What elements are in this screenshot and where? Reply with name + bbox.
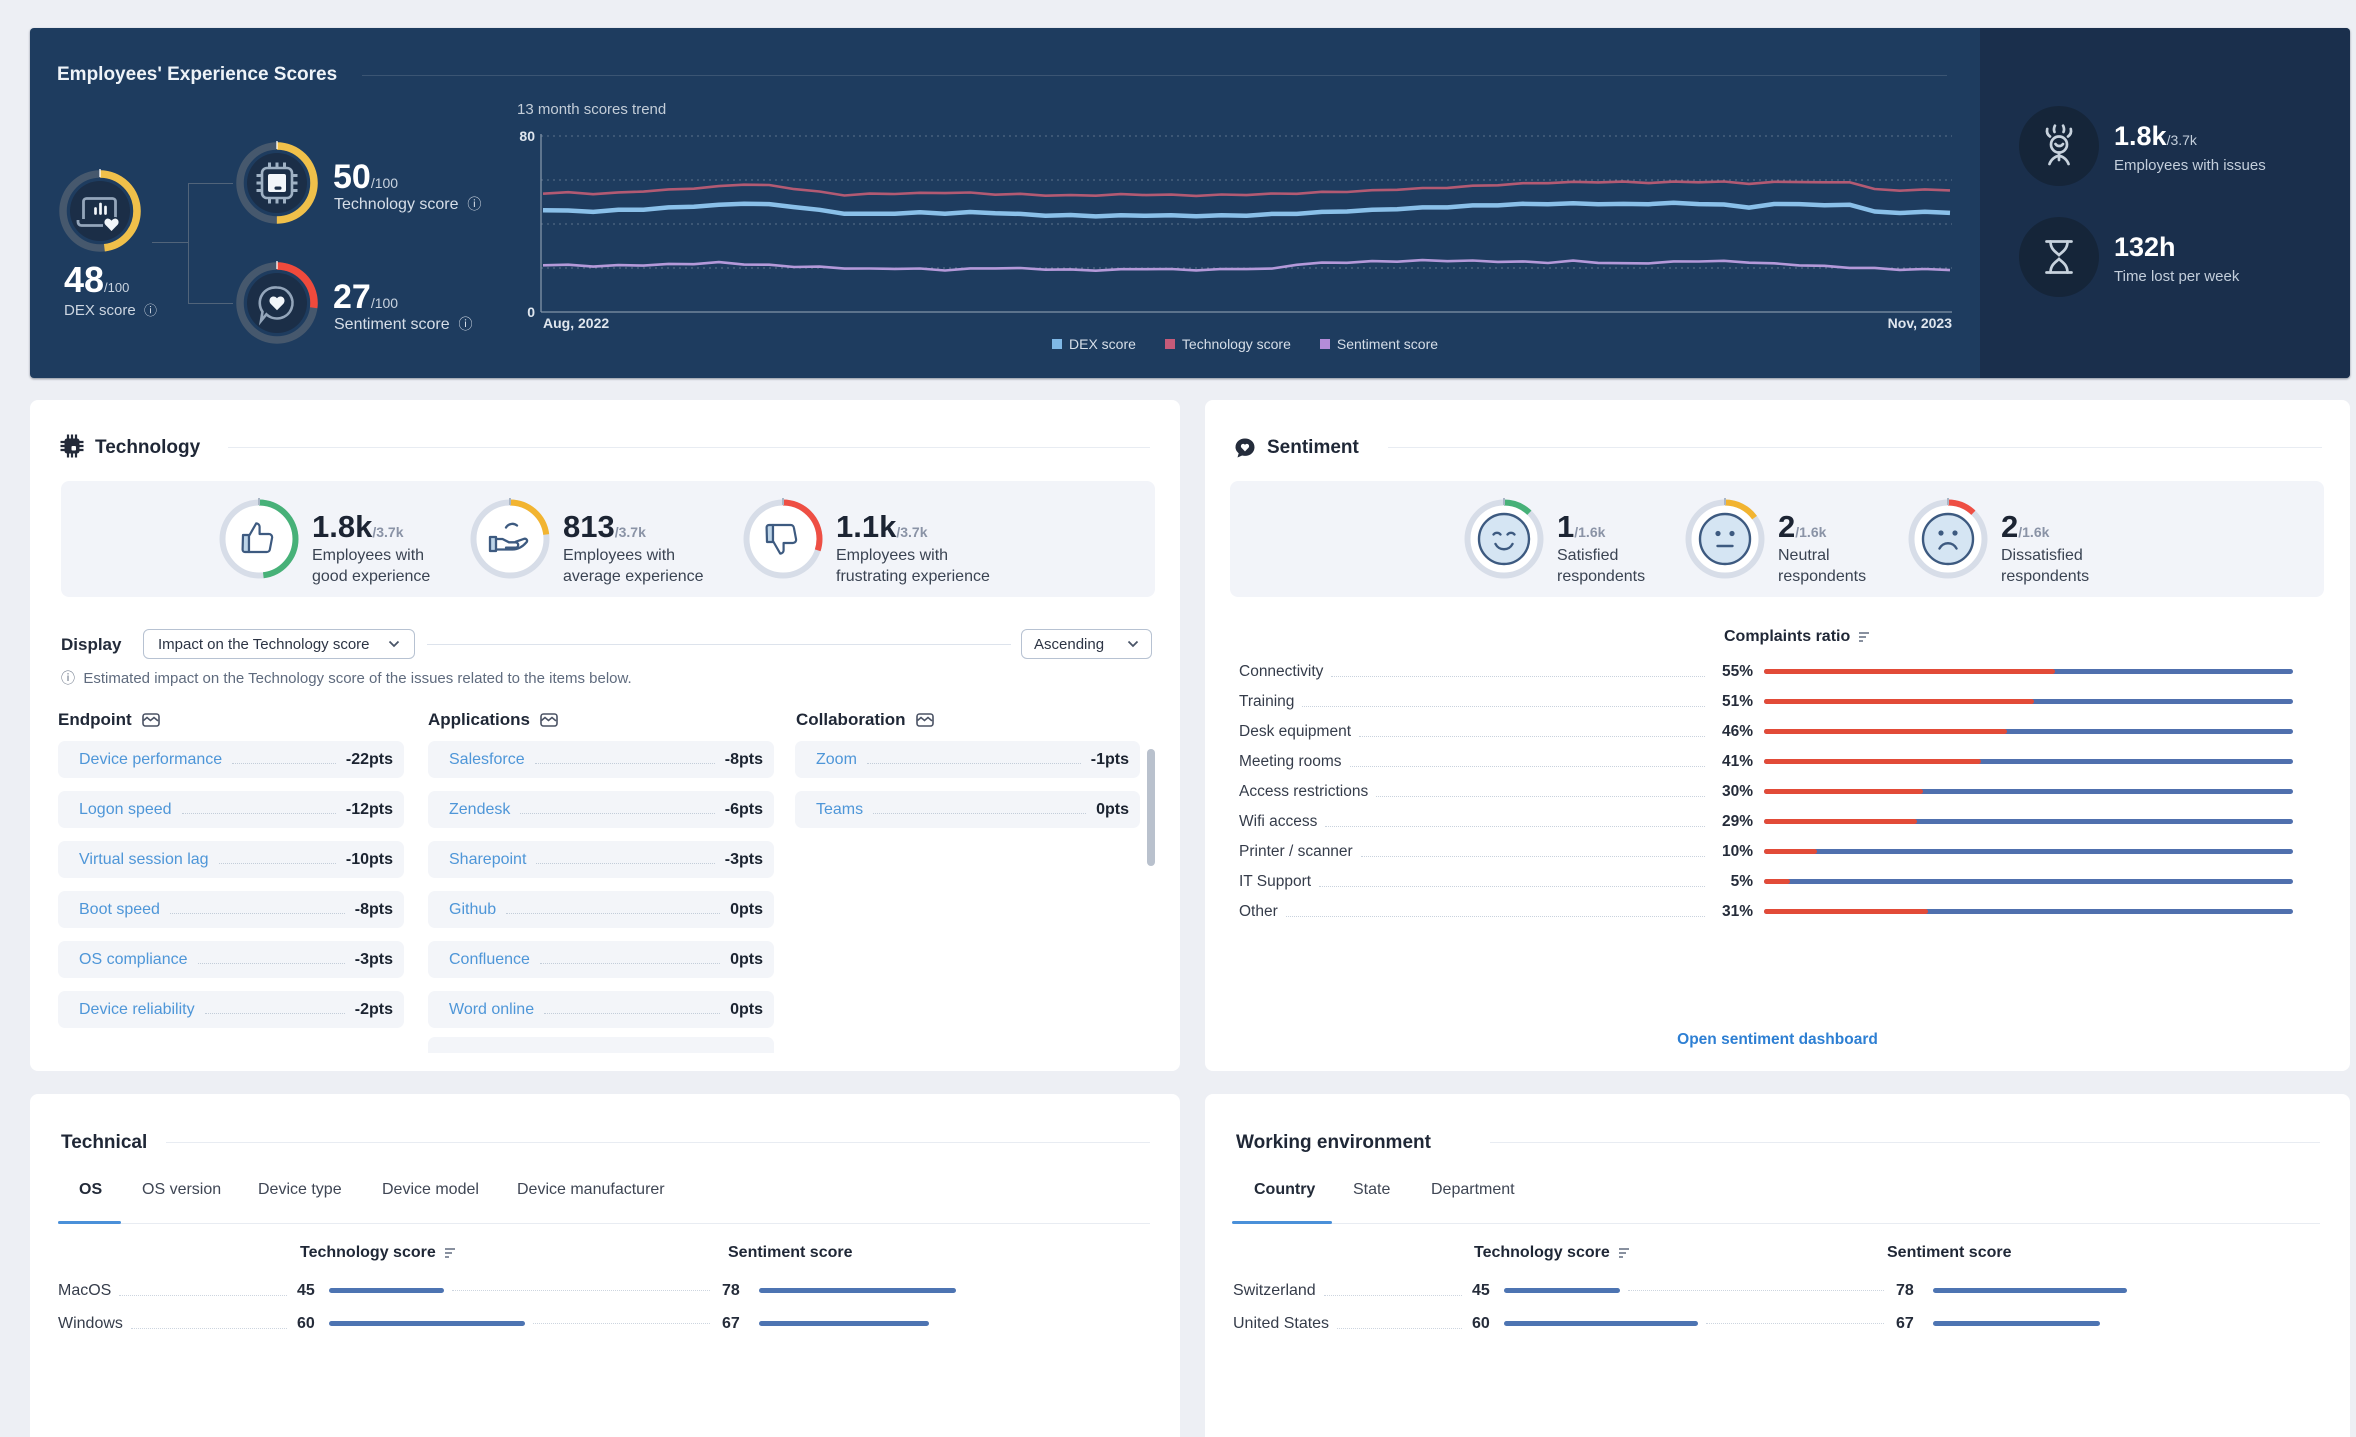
- svg-text:0: 0: [527, 304, 535, 320]
- svg-text:80: 80: [519, 128, 535, 144]
